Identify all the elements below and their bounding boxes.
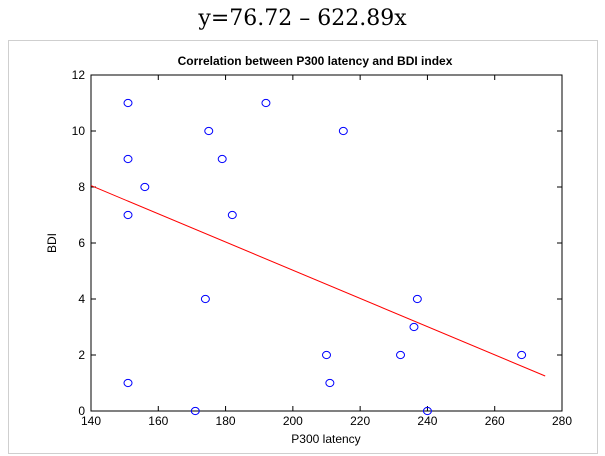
data-point — [517, 350, 527, 360]
scatter-chart: Correlation between P300 latency and BDI… — [45, 54, 572, 446]
data-point — [396, 350, 406, 360]
data-point — [412, 294, 422, 304]
data-point — [140, 182, 150, 192]
chart-title: Correlation between P300 latency and BDI… — [178, 54, 453, 68]
data-point — [190, 406, 200, 416]
regression-equation: y=76.72 – 622.89x — [198, 6, 407, 31]
y-tick-label: 0 — [78, 404, 85, 418]
data-point — [261, 98, 271, 108]
y-tick-label: 8 — [78, 180, 85, 194]
data-point — [338, 126, 348, 136]
x-tick-label: 140 — [81, 414, 101, 428]
y-tick-label: 12 — [72, 68, 86, 82]
x-tick-label: 220 — [350, 414, 370, 428]
x-tick-label: 280 — [552, 414, 572, 428]
data-point — [123, 154, 133, 164]
data-point — [204, 126, 214, 136]
data-point — [409, 322, 419, 332]
data-point — [422, 406, 432, 416]
figure-frame: Correlation between P300 latency and BDI… — [8, 40, 598, 454]
y-tick-label: 10 — [72, 124, 86, 138]
plot-area — [90, 74, 563, 412]
x-tick-label: 200 — [283, 414, 303, 428]
y-tick-label: 2 — [78, 348, 85, 362]
y-tick-label: 6 — [78, 236, 85, 250]
data-point — [123, 210, 133, 220]
data-point — [200, 294, 210, 304]
data-point — [123, 378, 133, 388]
x-tick-label: 260 — [485, 414, 505, 428]
regression-line — [90, 185, 546, 377]
y-tick-label: 4 — [78, 292, 85, 306]
x-tick-label: 160 — [148, 414, 168, 428]
y-axis-label: BDI — [45, 233, 59, 253]
data-point — [322, 350, 331, 360]
x-tick-label: 180 — [216, 414, 236, 428]
data-point — [123, 98, 133, 108]
data-point — [227, 210, 237, 220]
x-tick-label: 240 — [417, 414, 437, 428]
x-axis-label: P300 latency — [291, 432, 360, 446]
data-point — [217, 154, 227, 164]
data-point — [325, 378, 335, 388]
